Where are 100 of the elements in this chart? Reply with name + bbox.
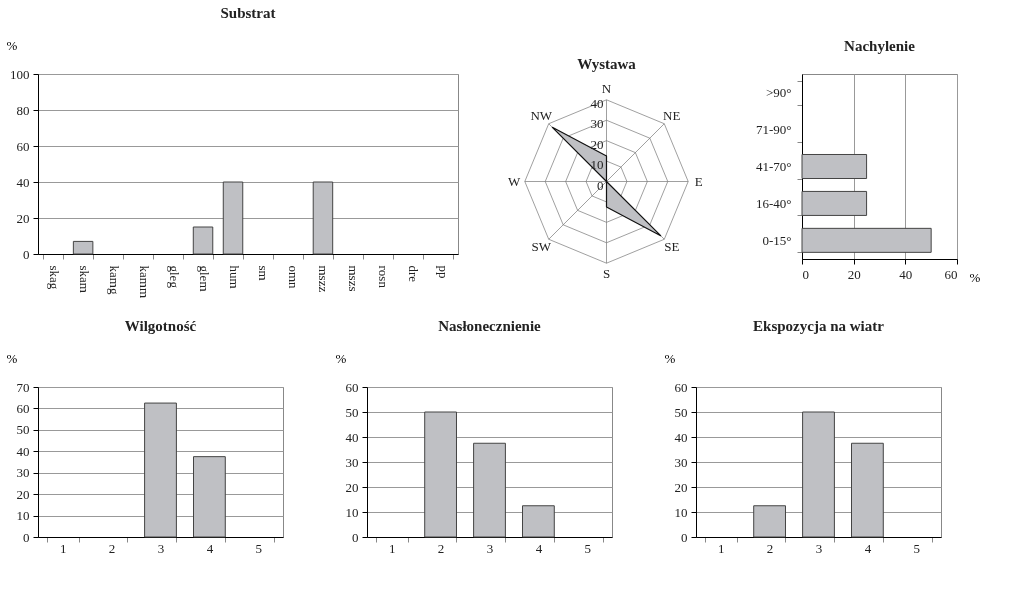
x-tick-label: 2	[108, 540, 116, 556]
y-tick-label: 0	[681, 529, 688, 545]
x-tick-label: mszz	[316, 265, 332, 293]
y-tick-label: 71-90°	[755, 122, 792, 138]
x-tick-label: 40	[899, 266, 913, 282]
y-tick-label: 80	[16, 102, 30, 118]
bar	[753, 505, 786, 538]
chart-title: Nachylenie	[844, 38, 916, 54]
y-tick-label: 20	[16, 210, 30, 226]
spoke-label: SE	[664, 238, 680, 254]
x-tick-label: rosn	[376, 265, 392, 289]
x-tick-label: 5	[584, 540, 592, 556]
y-tick-label: 20	[674, 479, 688, 495]
x-tick-label: 60	[944, 266, 958, 282]
y-tick-label: >90°	[765, 85, 792, 101]
x-tick-label: 4	[864, 540, 872, 556]
spoke-label: NE	[663, 108, 681, 124]
x-tick-label: glem	[196, 265, 212, 292]
bar	[802, 411, 835, 538]
y-tick-label: 10	[590, 157, 604, 173]
spoke-label: E	[694, 173, 703, 189]
y-tick-label: 0	[23, 529, 30, 545]
y-tick-label: 40	[590, 95, 604, 111]
spoke-label: NW	[530, 108, 553, 124]
bar	[851, 442, 884, 538]
x-tick-label: 3	[815, 540, 823, 556]
x-tick-label: 3	[486, 540, 494, 556]
chart-title: Nasłonecznienie	[438, 318, 542, 334]
spoke-label: W	[508, 173, 522, 189]
x-tick-label: 2	[437, 540, 445, 556]
x-tick-label: skam	[76, 265, 92, 293]
y-axis-title: %	[335, 350, 347, 366]
y-axis-title: %	[664, 350, 676, 366]
x-axis-title: %	[969, 269, 981, 285]
y-tick-label: 10	[674, 504, 688, 520]
y-tick-label: 30	[345, 454, 359, 470]
y-tick-label: 20	[590, 136, 604, 152]
y-tick-label: 30	[16, 465, 30, 481]
y-tick-label: 20	[16, 486, 30, 502]
y-tick-label: 0	[597, 177, 604, 193]
x-tick-label: 4	[206, 540, 214, 556]
x-tick-label: 3	[157, 540, 165, 556]
x-tick-label: kamm	[136, 265, 152, 298]
y-tick-label: 60	[16, 400, 30, 416]
x-tick-label: 4	[535, 540, 543, 556]
y-axis-title: %	[6, 37, 18, 53]
x-tick-label: pp	[436, 265, 452, 279]
bar	[192, 226, 214, 255]
y-tick-label: 41-70°	[755, 159, 792, 174]
y-tick-label: 40	[345, 429, 359, 445]
x-tick-label: 1	[59, 540, 67, 556]
spoke-label: N	[601, 81, 612, 97]
bar	[312, 181, 334, 255]
chart-title: Substrat	[220, 5, 276, 21]
y-tick-label: 10	[16, 508, 30, 524]
bar	[222, 181, 244, 255]
x-tick-label: 0	[802, 266, 809, 282]
x-tick-label: 2	[766, 540, 774, 556]
chart-title: Wystawa	[577, 56, 637, 72]
y-tick-label: 20	[345, 479, 359, 495]
y-tick-label: 30	[590, 116, 604, 132]
y-tick-label: 60	[674, 379, 688, 395]
chart-title: Wilgotność	[124, 318, 197, 334]
x-tick-label: omn	[286, 265, 302, 290]
x-tick-label: 1	[717, 540, 725, 556]
spoke-label: SW	[531, 238, 552, 254]
spoke-label: S	[602, 265, 611, 281]
y-tick-label: 16-40°	[755, 195, 792, 211]
bar	[72, 240, 94, 255]
bar	[522, 505, 555, 538]
x-tick-label: dre	[406, 265, 422, 283]
y-tick-label: 60	[345, 379, 359, 395]
y-tick-label: 50	[16, 422, 30, 438]
x-tick-label: 1	[388, 540, 396, 556]
y-tick-label: 0	[23, 246, 30, 262]
y-tick-label: 60	[16, 138, 30, 154]
x-tick-label: gleg	[166, 265, 182, 289]
x-tick-label: 5	[255, 540, 263, 556]
chart-title: Ekspozycja na wiatr	[753, 318, 885, 334]
bar	[424, 411, 457, 538]
y-tick-label: 70	[16, 379, 30, 395]
y-tick-label: 50	[345, 404, 359, 420]
bar	[473, 442, 506, 538]
x-tick-label: 5	[913, 540, 921, 556]
y-tick-label: 30	[674, 454, 688, 470]
y-axis-title: %	[6, 350, 18, 366]
x-tick-label: kamg	[106, 265, 122, 295]
x-tick-label: mszs	[346, 265, 362, 292]
y-tick-label: 100	[10, 66, 30, 82]
y-tick-label: 0	[352, 529, 359, 545]
x-tick-label: hum	[226, 265, 242, 289]
y-tick-label: 40	[16, 174, 30, 190]
y-tick-label: 10	[345, 504, 359, 520]
y-tick-label: 50	[674, 404, 688, 420]
x-tick-label: sm	[256, 265, 272, 281]
x-tick-label: skag	[46, 265, 62, 290]
y-tick-label: 40	[674, 429, 688, 445]
x-tick-label: 20	[847, 266, 861, 282]
y-tick-label: 40	[16, 443, 30, 459]
y-tick-label: 0-15°	[762, 232, 792, 248]
